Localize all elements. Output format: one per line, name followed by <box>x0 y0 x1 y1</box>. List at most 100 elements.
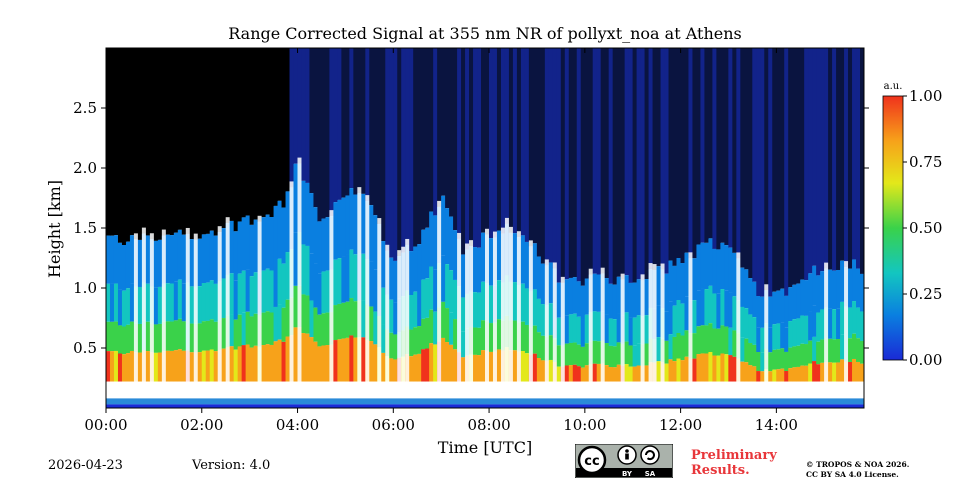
aerosol-band <box>345 301 350 338</box>
aerosol-band <box>796 345 801 367</box>
aerosol-band <box>860 340 864 364</box>
saturated-band <box>492 381 498 399</box>
aerosol-band <box>576 366 582 382</box>
aerosol-band <box>113 321 119 351</box>
saturated-band <box>736 381 741 399</box>
sky-column <box>656 48 662 267</box>
sky-column <box>700 48 706 243</box>
aerosol-band <box>712 248 717 294</box>
aerosol-band <box>532 353 538 382</box>
aerosol-band <box>656 305 662 338</box>
aerosol-band <box>724 354 729 382</box>
saturated-band <box>413 381 418 399</box>
aerosol-band <box>656 337 662 362</box>
sky-column <box>756 48 761 297</box>
aerosol-band <box>612 284 618 320</box>
cloud-column <box>688 252 694 384</box>
sky-column <box>205 48 211 234</box>
saturated-band <box>584 381 590 399</box>
sky-column <box>477 48 482 248</box>
aerosol-band <box>828 269 833 309</box>
aerosol-band <box>628 317 634 346</box>
sky-column <box>560 48 566 283</box>
aerosol-band <box>836 362 841 382</box>
aerosol-band <box>125 324 131 354</box>
aerosol-band <box>596 341 602 364</box>
saturated-band <box>532 381 538 399</box>
aerosol-band <box>816 364 821 382</box>
aerosol-band <box>473 292 478 328</box>
aerosol-band <box>121 244 127 291</box>
aerosol-band <box>576 344 582 367</box>
sky-column <box>708 48 713 239</box>
saturated-band <box>664 381 670 399</box>
saturated-band <box>121 381 127 399</box>
sky-column <box>800 48 805 280</box>
sky-column <box>848 48 853 269</box>
aerosol-band <box>209 349 215 382</box>
aerosol-band <box>241 345 247 382</box>
aerosol-band <box>644 279 650 316</box>
saturated-band <box>632 381 638 399</box>
sky-column <box>820 48 825 272</box>
cloud-column <box>329 210 334 384</box>
cloud-column <box>185 227 191 384</box>
aerosol-band <box>233 349 239 382</box>
aerosol-band <box>708 323 713 353</box>
aerosol-band <box>624 364 630 382</box>
saturated-band <box>313 381 319 399</box>
aerosol-band <box>245 269 251 312</box>
aerosol-band <box>325 217 331 271</box>
saturated-band <box>213 381 219 399</box>
aerosol-band <box>604 343 610 366</box>
sky-column <box>193 48 199 240</box>
saturated-band <box>321 381 327 399</box>
sky-column <box>528 48 534 247</box>
aerosol-band <box>205 350 211 382</box>
saturated-band <box>860 381 864 399</box>
aerosol-band <box>305 182 311 246</box>
sky-column <box>488 48 494 239</box>
aerosol-band <box>173 281 179 321</box>
saturated-band <box>465 381 470 399</box>
aerosol-band <box>796 283 801 319</box>
aerosol-band <box>449 312 454 345</box>
aerosol-band <box>125 241 131 289</box>
aerosol-band <box>704 353 710 382</box>
aerosol-band <box>361 300 366 338</box>
sky-column <box>141 48 147 234</box>
sky-column <box>808 48 813 274</box>
sky-column <box>465 48 470 250</box>
saturated-band <box>572 381 578 399</box>
aerosol-band <box>477 247 482 293</box>
aerosol-band <box>301 180 307 245</box>
saturated-band <box>760 381 765 399</box>
aerosol-band <box>720 353 725 382</box>
sky-column <box>612 48 618 285</box>
aerosol-band <box>776 369 781 382</box>
saturated-band <box>385 381 390 399</box>
aerosol-band <box>520 235 526 284</box>
saturated-band <box>269 381 275 399</box>
saturated-band <box>293 381 299 399</box>
sky-column <box>580 48 586 286</box>
aerosol-band <box>632 317 638 346</box>
aerosol-band <box>856 268 861 308</box>
aerosol-band <box>341 338 346 382</box>
aerosol-band <box>197 286 203 324</box>
sky-column <box>121 48 127 245</box>
sky-column <box>792 48 797 285</box>
saturated-band <box>381 381 386 399</box>
colorbar-tick-label: 0.25 <box>909 285 942 303</box>
saturated-band <box>389 381 394 399</box>
saturated-band <box>640 381 646 399</box>
saturated-band <box>808 381 813 399</box>
aerosol-band <box>157 323 163 353</box>
saturated-band <box>792 381 797 399</box>
aerosol-band <box>481 320 486 351</box>
saturated-band <box>728 381 733 399</box>
sky-column <box>760 48 765 297</box>
sky-column <box>568 48 574 278</box>
aerosol-band <box>333 340 338 382</box>
aerosol-band <box>512 320 518 351</box>
